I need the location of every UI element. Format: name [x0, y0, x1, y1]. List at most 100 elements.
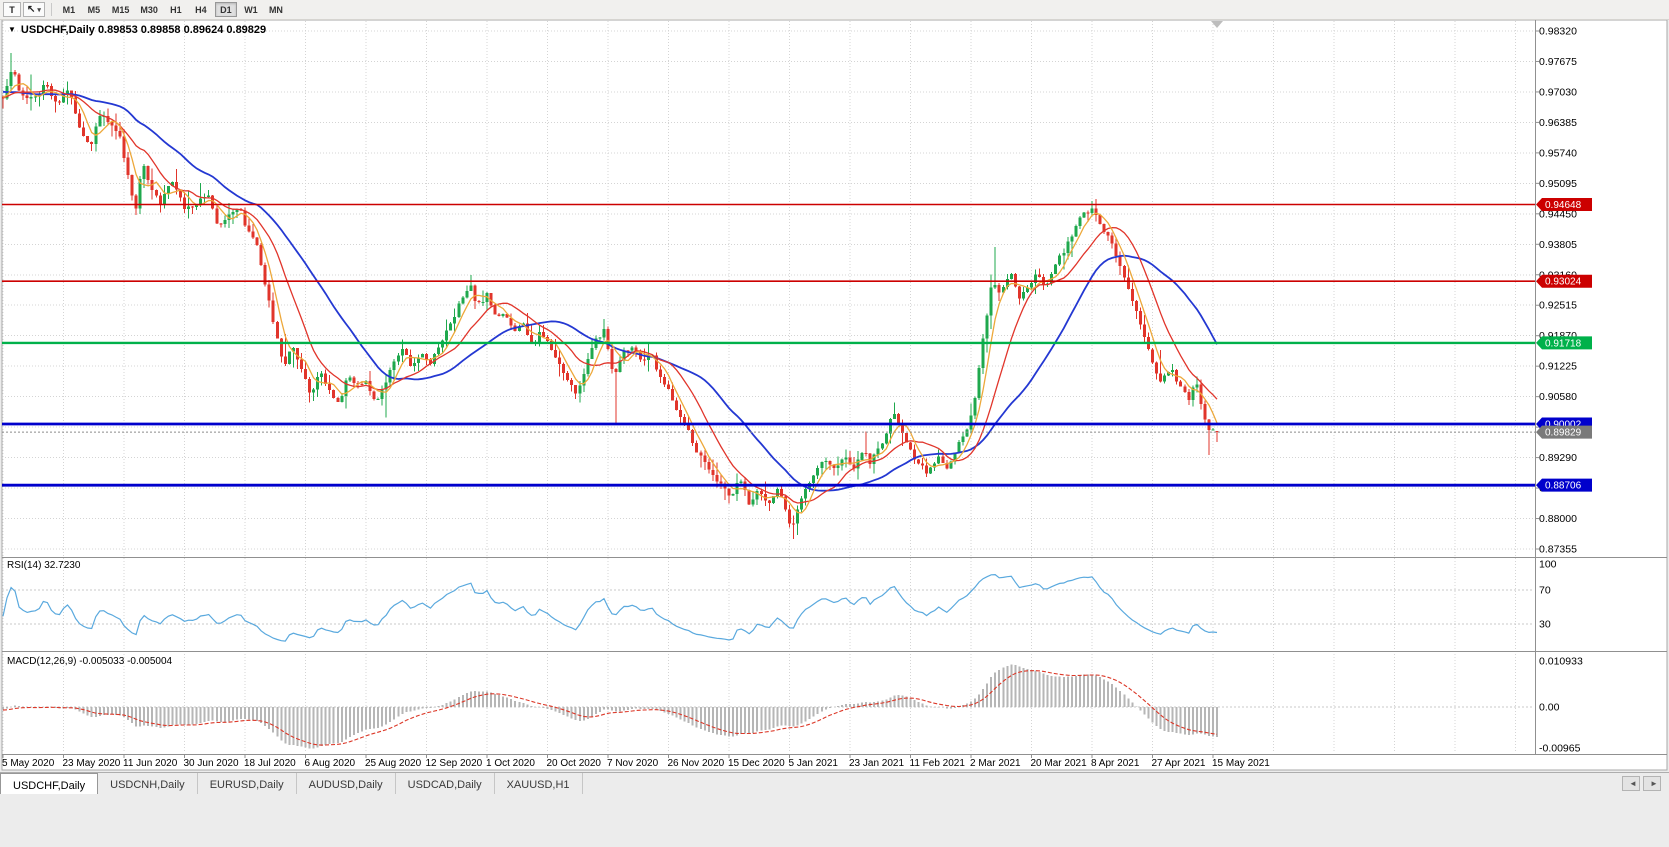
macd-axis-label: 0.010933	[1539, 655, 1583, 667]
date-axis-label: 8 Apr 2021	[1091, 758, 1140, 769]
timeframe-buttons: M1 M5 M15 M30 H1 H4 D1 W1 MN	[58, 2, 287, 17]
horizontal-lines[interactable]	[2, 203, 1535, 487]
chart-canvas[interactable]: 0.98320 0.97675 0.97030 0.96385 0.95740 0.950…	[0, 0, 1669, 772]
chart-window-background	[1, 19, 1668, 771]
chart-shift-marker[interactable]	[1211, 21, 1223, 28]
chart-tab-usdcad-daily[interactable]: USDCAD,Daily	[396, 773, 495, 794]
price-axis-label: 0.95740	[1539, 147, 1577, 159]
tab-scroll-arrows: ◄ ►	[1622, 773, 1669, 794]
price-axis-label: 0.92515	[1539, 300, 1577, 312]
timeframe-button-m5[interactable]: M5	[83, 2, 105, 17]
status-bar	[0, 793, 1669, 847]
timeframe-button-d1[interactable]: D1	[214, 2, 237, 17]
date-axis-label: 11 Feb 2021	[910, 758, 966, 769]
macd-title: MACD(12,26,9) -0.005033 -0.005004	[7, 656, 173, 667]
toolbar: T ↖ ▾ M1 M5 M15 M30 H1 H4 D1 W1 MN	[0, 0, 1669, 20]
svg-text:0.91718: 0.91718	[1545, 338, 1582, 349]
chart-tab-eurusd-daily[interactable]: EURUSD,Daily	[198, 773, 297, 794]
chart-tab-usdchf-daily[interactable]: USDCHF,Daily	[0, 773, 99, 794]
date-axis-label: 6 Aug 2020	[305, 758, 356, 769]
ma-slow-line	[2, 90, 1218, 492]
date-axis-label: 7 Nov 2020	[607, 758, 659, 769]
date-axis-label: 18 Jul 2020	[244, 758, 296, 769]
cursor-icon: ↖	[27, 3, 36, 15]
chart-title: ▼ USDCHF,Daily 0.89853 0.89858 0.89624 0.…	[8, 24, 266, 36]
cursor-tool-button[interactable]: ↖ ▾	[23, 2, 45, 17]
chart-tabs-bar: USDCHF,Daily USDCNH,Daily EURUSD,Daily AUDU…	[0, 772, 1669, 794]
date-axis-label: 5 May 2020	[2, 758, 55, 769]
grid	[2, 21, 1534, 753]
chart-tab-audusd-daily[interactable]: AUDUSD,Daily	[297, 773, 396, 794]
rsi-axis-label: 30	[1539, 619, 1551, 631]
date-axis-label: 15 Dec 2020	[728, 758, 785, 769]
price-axis-label: 0.88000	[1539, 513, 1577, 525]
date-axis-label: 20 Oct 2020	[547, 758, 602, 769]
date-axis-label: 1 Oct 2020	[486, 758, 535, 769]
price-axis-label: 0.94450	[1539, 208, 1577, 220]
macd-axis-label: -0.00965	[1539, 742, 1581, 754]
svg-text:0.94648: 0.94648	[1545, 200, 1582, 211]
hline-price-badge: 0.94648	[1536, 197, 1592, 211]
timeframe-button-w1[interactable]: W1	[240, 2, 262, 17]
tick-chart-button[interactable]: T	[3, 2, 21, 17]
timeframe-button-mn[interactable]: MN	[265, 2, 287, 17]
pane-separators[interactable]	[2, 20, 1667, 755]
rsi-axis-label: 70	[1539, 584, 1551, 596]
price-axis-label: 0.95095	[1539, 178, 1577, 190]
svg-text:0.88706: 0.88706	[1545, 481, 1582, 492]
hline-price-badge: 0.88706	[1536, 478, 1592, 492]
svg-text:0.93024: 0.93024	[1545, 277, 1582, 288]
chart-title-text: USDCHF,Daily 0.89853 0.89858 0.89624 0.8…	[20, 24, 267, 36]
svg-text:0.89829: 0.89829	[1545, 428, 1582, 439]
price-axis-label: 0.97675	[1539, 56, 1577, 68]
rsi-axis-label: 100	[1539, 559, 1557, 571]
indicator-level-lines	[2, 589, 1534, 708]
date-axis-label: 20 Mar 2021	[1031, 758, 1088, 769]
chart-tabs: USDCHF,Daily USDCNH,Daily EURUSD,Daily AUDU…	[0, 773, 583, 794]
timeframe-button-h4[interactable]: H4	[190, 2, 212, 17]
ma-mid-line	[2, 89, 1218, 504]
current-price-badge: 0.89829	[1536, 425, 1592, 439]
svg-text:0.90002: 0.90002	[1545, 419, 1582, 430]
timeframe-button-m1[interactable]: M1	[58, 2, 80, 17]
date-axis-label: 26 Nov 2020	[668, 758, 725, 769]
date-axis-label: 15 May 2021	[1212, 758, 1270, 769]
price-plot-area[interactable]	[2, 21, 1535, 556]
date-axis-label: 12 Sep 2020	[426, 758, 483, 769]
chart-tab-usdcnh-daily[interactable]: USDCNH,Daily	[98, 773, 198, 794]
date-axis-label: 2 Mar 2021	[970, 758, 1021, 769]
price-axis-label: 0.98320	[1539, 26, 1577, 38]
tabs-scroll-right-button[interactable]: ►	[1643, 776, 1661, 791]
chart-menu-icon[interactable]: ▼	[8, 25, 16, 34]
date-axis-label: 30 Jun 2020	[184, 758, 239, 769]
hline-price-badge: 0.91718	[1536, 336, 1592, 350]
rsi-line	[2, 573, 1218, 642]
date-axis-label: 27 Apr 2021	[1152, 758, 1206, 769]
macd-histogram	[2, 664, 1219, 749]
price-axis-label: 0.90580	[1539, 391, 1577, 403]
tabs-scroll-left-button[interactable]: ◄	[1622, 776, 1640, 791]
chart-tab-xauusd-h1[interactable]: XAUUSD,H1	[495, 773, 583, 794]
date-axis-label: 5 Jan 2021	[789, 758, 839, 769]
hline-price-badge: 0.93024	[1536, 274, 1592, 288]
date-axis-label: 23 Jan 2021	[849, 758, 904, 769]
price-axis-label: 0.93805	[1539, 239, 1577, 251]
date-axis-label: 23 May 2020	[63, 758, 121, 769]
date-axis-label: 11 Jun 2020	[123, 758, 178, 769]
dropdown-caret-icon: ▾	[37, 6, 41, 14]
time-axis[interactable]: 5 May 2020 23 May 2020 11 Jun 2020 30 Jun 2…	[2, 755, 1270, 769]
macd-axis-label: 0.00	[1539, 702, 1560, 714]
rsi-title: RSI(14) 32.7230	[7, 560, 81, 571]
toolbar-separator	[50, 3, 52, 16]
price-axis-label: 0.97030	[1539, 86, 1577, 98]
price-axis-label: 0.96385	[1539, 117, 1577, 129]
price-axis-label: 0.89290	[1539, 452, 1577, 464]
macd-signal-line	[2, 670, 1218, 746]
date-axis-label: 25 Aug 2020	[365, 758, 422, 769]
price-axis-label: 0.87355	[1539, 543, 1577, 555]
timeframe-button-m15[interactable]: M15	[108, 2, 134, 17]
timeframe-button-h1[interactable]: H1	[165, 2, 187, 17]
price-axis-label: 0.91225	[1539, 361, 1577, 373]
timeframe-button-m30[interactable]: M30	[136, 2, 162, 17]
